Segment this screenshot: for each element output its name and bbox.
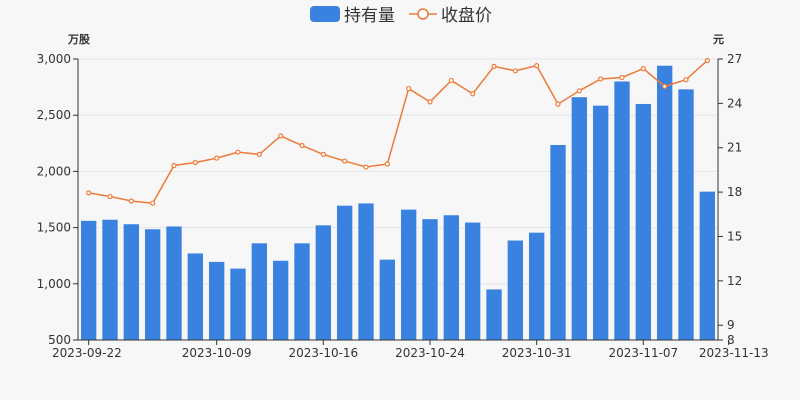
line-point[interactable] <box>619 74 625 81</box>
y-left-tick-label: 2,000 <box>37 164 71 178</box>
legend-label-bars[interactable]: 持有量 <box>344 6 395 26</box>
bar[interactable] <box>102 219 118 340</box>
y-left-tick-label: 1,500 <box>37 221 71 235</box>
bar[interactable] <box>80 220 97 340</box>
bar[interactable] <box>528 232 545 340</box>
x-tick-label: 2023-10-31 <box>502 346 572 360</box>
axes: 3,000 2,500 2,000 1,500 1,000 500 27 24 21 18 15 12… <box>37 52 769 360</box>
line-point[interactable] <box>512 68 518 74</box>
x-tick-label: 2023-10-09 <box>182 346 252 360</box>
line-point[interactable] <box>384 161 390 167</box>
bar[interactable] <box>678 89 694 341</box>
bar[interactable] <box>315 225 332 340</box>
bar[interactable] <box>486 289 502 340</box>
bar-series <box>80 65 716 341</box>
y-left-tick-label: 2,500 <box>37 108 71 122</box>
line-point[interactable] <box>470 91 476 97</box>
x-tick-label: 2023-10-24 <box>395 346 465 360</box>
line-point[interactable] <box>363 164 369 170</box>
bar[interactable] <box>336 205 353 340</box>
bar[interactable] <box>272 260 289 340</box>
line-point[interactable] <box>320 151 326 157</box>
line-point[interactable] <box>107 193 113 200</box>
x-tick-label: 2023-11-07 <box>608 346 678 360</box>
line-series <box>86 57 710 206</box>
line-point[interactable] <box>86 190 92 196</box>
y-left-tick-label: 3,000 <box>37 52 71 66</box>
bar[interactable] <box>656 65 673 340</box>
y-right-tick-label: 8 <box>727 333 735 347</box>
line-point[interactable] <box>171 162 177 169</box>
bar[interactable] <box>166 226 182 340</box>
y-left-unit-label: 万股 <box>67 33 91 46</box>
line-point[interactable] <box>576 88 582 94</box>
line-point[interactable] <box>640 66 646 72</box>
bar[interactable] <box>144 229 161 340</box>
line-point[interactable] <box>256 151 262 157</box>
bar[interactable] <box>294 243 310 340</box>
y-right-tick-label: 21 <box>727 141 742 155</box>
bar[interactable] <box>571 97 588 340</box>
line-point[interactable] <box>278 133 284 139</box>
y-right-tick-label: 18 <box>727 185 742 199</box>
line-point[interactable] <box>598 76 604 82</box>
bar[interactable] <box>400 209 417 340</box>
y-right-tick-label: 15 <box>727 229 742 243</box>
legend-line-marker-icon[interactable] <box>417 8 429 20</box>
line-point[interactable] <box>299 142 305 149</box>
x-tick-label: 2023-11-13 <box>699 346 769 360</box>
line-point[interactable] <box>406 85 412 92</box>
bar[interactable] <box>123 224 140 340</box>
line-point[interactable] <box>491 63 497 69</box>
line-point[interactable] <box>150 200 156 206</box>
line-point[interactable] <box>448 77 454 84</box>
bar[interactable] <box>187 253 204 340</box>
y-left-tick-label: 500 <box>48 333 71 347</box>
line-point[interactable] <box>128 198 134 204</box>
legend-bar-swatch[interactable] <box>310 6 340 22</box>
line-point[interactable] <box>192 159 198 166</box>
line-point[interactable] <box>427 99 433 105</box>
bar[interactable] <box>550 144 566 340</box>
line-point[interactable] <box>214 155 220 161</box>
x-tick-label: 2023-09-22 <box>52 346 122 360</box>
bar[interactable] <box>379 259 396 340</box>
bar[interactable] <box>464 222 481 340</box>
bar[interactable] <box>443 215 460 340</box>
bar[interactable] <box>635 103 652 341</box>
legend[interactable]: 持有量 收盘价 <box>310 6 492 26</box>
y-right-tick-label: 27 <box>727 52 742 66</box>
y-right-tick-label: 12 <box>727 274 742 288</box>
bar[interactable] <box>251 243 268 340</box>
bar[interactable] <box>358 203 374 340</box>
y-left-tick-label: 1,000 <box>37 277 71 291</box>
line-point[interactable] <box>534 63 540 69</box>
line-point[interactable] <box>342 158 348 164</box>
y-right-unit-label: 元 <box>713 33 724 46</box>
line-point[interactable] <box>683 77 689 83</box>
bar[interactable] <box>422 219 438 340</box>
line-path <box>88 59 708 204</box>
bar[interactable] <box>230 268 246 340</box>
bar[interactable] <box>507 240 524 340</box>
x-tick-label: 2023-10-16 <box>288 346 358 360</box>
bar[interactable] <box>699 191 716 340</box>
line-point[interactable] <box>235 149 241 155</box>
y-right-tick-label: 24 <box>727 96 742 110</box>
y-right-tick-label: 9 <box>727 318 735 332</box>
bar[interactable] <box>592 105 609 341</box>
bar[interactable] <box>614 81 630 340</box>
line-point[interactable] <box>555 101 561 107</box>
line-point[interactable] <box>662 83 668 89</box>
bar[interactable] <box>208 261 225 340</box>
legend-label-line[interactable]: 收盘价 <box>441 6 492 26</box>
line-point[interactable] <box>704 57 710 64</box>
